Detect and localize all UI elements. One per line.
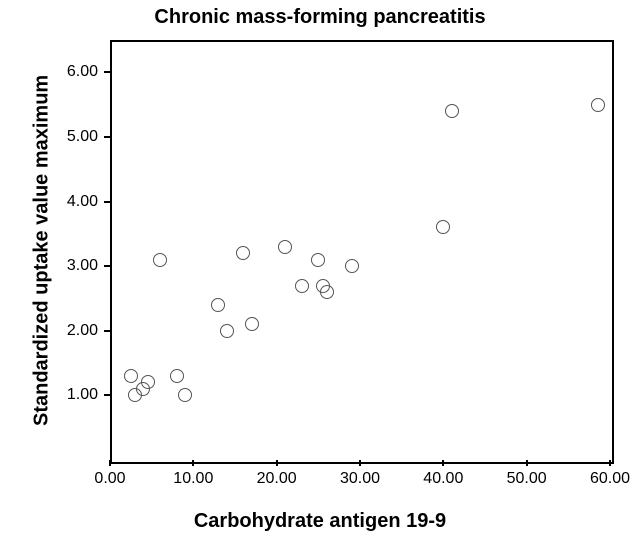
- x-axis-label: Carbohydrate antigen 19-9: [0, 510, 640, 533]
- data-point: [311, 253, 325, 267]
- x-tick-label: 60.00: [590, 470, 630, 488]
- data-point: [220, 324, 234, 338]
- data-point: [141, 375, 155, 389]
- data-point: [153, 253, 167, 267]
- data-point: [320, 285, 334, 299]
- y-tick: [104, 201, 110, 203]
- x-tick: [109, 460, 111, 466]
- x-tick: [192, 460, 194, 466]
- y-tick-label: 3.00: [54, 257, 98, 275]
- x-tick: [526, 460, 528, 466]
- y-tick-label: 2.00: [54, 322, 98, 340]
- data-point: [245, 317, 259, 331]
- chart-title: Chronic mass-forming pancreatitis: [0, 6, 640, 29]
- x-tick-label: 50.00: [507, 470, 547, 488]
- data-point: [178, 388, 192, 402]
- data-point: [436, 220, 450, 234]
- x-tick: [276, 460, 278, 466]
- y-tick-label: 5.00: [54, 128, 98, 146]
- y-tick-label: 1.00: [54, 386, 98, 404]
- x-tick-label: 40.00: [423, 470, 463, 488]
- y-tick: [104, 394, 110, 396]
- data-point: [345, 259, 359, 273]
- x-tick: [442, 460, 444, 466]
- data-point: [170, 369, 184, 383]
- y-tick-label: 4.00: [54, 193, 98, 211]
- data-point: [278, 240, 292, 254]
- data-point: [445, 104, 459, 118]
- x-tick-label: 10.00: [173, 470, 213, 488]
- x-tick-label: 20.00: [257, 470, 297, 488]
- data-point: [124, 369, 138, 383]
- x-tick-label: 0.00: [94, 470, 125, 488]
- y-tick: [104, 136, 110, 138]
- y-tick: [104, 265, 110, 267]
- data-point: [295, 279, 309, 293]
- data-point: [591, 98, 605, 112]
- y-tick: [104, 71, 110, 73]
- x-tick: [359, 460, 361, 466]
- y-tick-label: 6.00: [54, 63, 98, 81]
- x-tick: [609, 460, 611, 466]
- data-point: [211, 298, 225, 312]
- scatter-chart: Chronic mass-forming pancreatitis Standa…: [0, 0, 640, 541]
- y-tick: [104, 330, 110, 332]
- x-tick-label: 30.00: [340, 470, 380, 488]
- data-point: [236, 246, 250, 260]
